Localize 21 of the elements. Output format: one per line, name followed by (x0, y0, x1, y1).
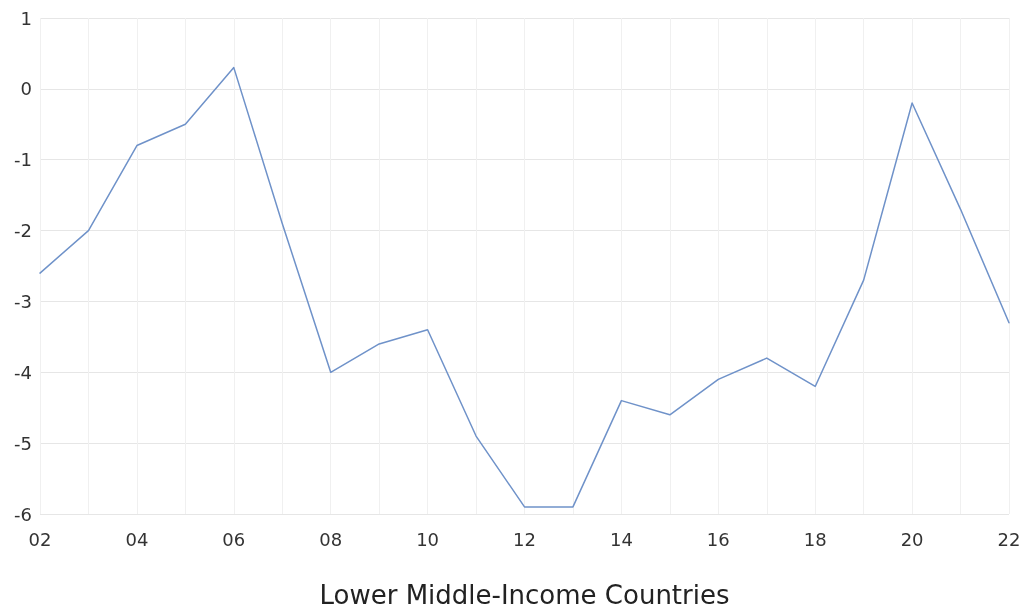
x-tick-label: 10 (416, 528, 440, 550)
x-tick-label: 16 (706, 528, 730, 550)
y-tick-label: -2 (14, 220, 32, 242)
y-tick-label: -1 (14, 149, 32, 171)
x-tick-label: 04 (125, 528, 149, 550)
x-tick-label: 18 (803, 528, 827, 550)
x-tick-label: 12 (513, 528, 536, 550)
y-tick-label: 1 (20, 7, 32, 29)
x-axis-title: Lower Middle-Income Countries (319, 580, 730, 610)
y-tick-label: -4 (14, 361, 32, 383)
x-tick-label: 08 (319, 528, 343, 550)
y-tick-label: 0 (20, 78, 32, 100)
y-tick-label: -3 (14, 290, 32, 312)
y-tick-label: -5 (14, 432, 32, 454)
line-series (39, 66, 1010, 508)
x-tick-label: 06 (222, 528, 246, 550)
x-tick-label: 20 (900, 528, 924, 550)
y-tick-label: -6 (14, 503, 32, 525)
x-tick-label: 14 (609, 528, 633, 550)
x-tick-label: 02 (28, 528, 52, 550)
x-tick-label: 22 (997, 528, 1021, 550)
